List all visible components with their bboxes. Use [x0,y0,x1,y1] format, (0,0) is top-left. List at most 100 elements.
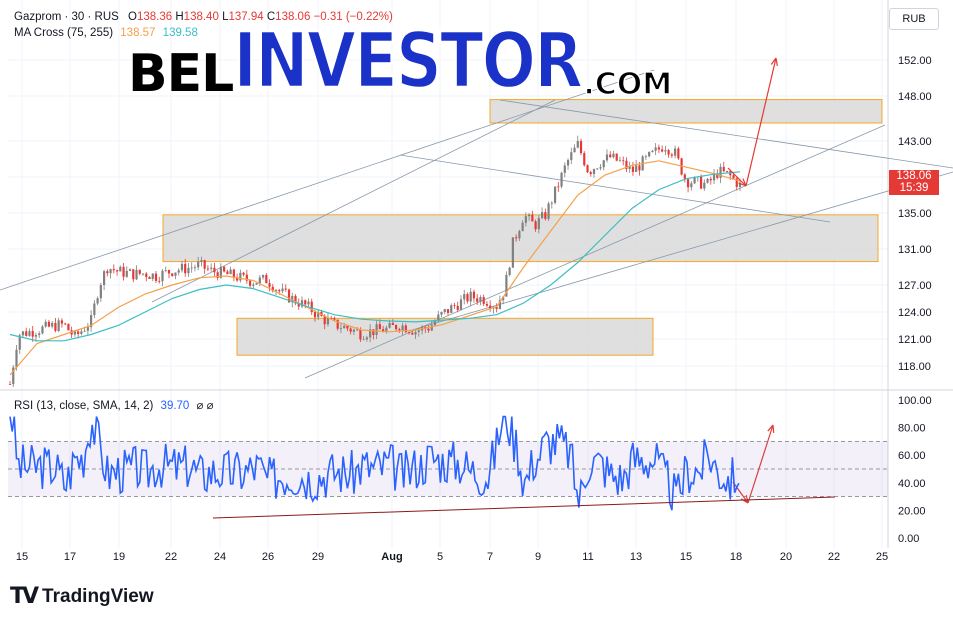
candle-body [193,267,197,269]
candle-body [427,328,430,331]
rsi-arrow-up [747,424,774,504]
candle-body [615,153,618,161]
candle-body [463,294,466,300]
candle-body [722,166,725,172]
ma-legend[interactable]: MA Cross (75, 255) 138.57 139.58 [14,27,198,39]
candle-body [540,212,544,219]
change-value: −0.31 (−0.22%) [313,11,393,23]
rsi-trend-line [212,496,836,519]
candle-body [93,303,96,316]
candle-body [18,335,21,350]
candle-body [528,214,531,217]
candle-body [51,322,54,327]
candle-body [644,156,648,158]
candle-body [99,284,102,299]
price-tick-label: 143.00 [898,136,932,148]
candle-body [498,300,502,309]
time-tick-label: 19 [113,551,125,563]
candle-body [502,296,505,301]
candle-body [106,271,109,274]
time-tick-label: 15 [16,551,28,563]
candle-body [330,318,333,319]
rsi-tick-label: 60.00 [898,450,926,462]
time-tick-label: 11 [582,551,593,563]
candle-body [537,218,540,230]
candle-body [443,309,446,313]
candle-body [12,367,15,385]
candle-body [365,337,368,340]
currency-button[interactable]: RUB [889,8,939,30]
time-tick-label: 22 [828,551,840,563]
candle-body [281,288,284,292]
candle-body [560,172,563,187]
candle-body [245,274,248,281]
candle-body [261,275,265,278]
price-tick-label: 121.00 [898,334,932,346]
candle-body [489,305,492,309]
candle-body [596,168,599,170]
candle-body [677,148,680,159]
candle-body [469,291,472,302]
candle-body [197,261,200,268]
candle-body [236,277,239,281]
candle-body [86,327,89,331]
candle-body [339,328,343,330]
last-price-tag: 138.06 15:39 [889,170,939,195]
candle-body [466,294,469,302]
high-label: H [175,11,184,23]
trend-line [304,124,886,379]
tradingview-mark-icon: TV [10,584,39,609]
candle-body [437,314,440,322]
rsi-tick-label: 0.00 [898,533,919,545]
candle-body [661,149,664,152]
candle-body [41,326,44,334]
candle-body [378,324,381,330]
candle-body [579,140,583,154]
candle-body [703,182,706,189]
candle-body [271,286,274,292]
candle-body [618,160,622,162]
time-tick-label: 9 [535,551,541,563]
candle-body [472,291,476,299]
candle-body [495,307,498,309]
candle-body [343,325,346,329]
candle-body [725,171,729,172]
time-tick-label: 22 [165,551,177,563]
candle-body [184,263,187,274]
candle-body [284,288,287,290]
trend-line [411,171,953,331]
candle-body [28,331,31,336]
candle-body [518,231,521,239]
candle-body [638,165,641,171]
tradingview-logo[interactable]: TV TradingView [10,584,154,609]
candles [8,135,742,387]
candle-body [34,335,38,337]
time-tick-label: 25 [876,551,888,563]
bar-countdown: 15:39 [899,182,929,194]
candle-body [60,320,64,324]
candle-body [83,330,86,332]
candle-body [628,166,631,169]
candle-body [349,328,352,332]
time-tick-label: 17 [64,551,76,563]
candle-body [612,153,615,158]
candle-body [213,267,216,273]
candle-body [44,321,47,327]
candle-body [433,321,437,326]
visibility-icons[interactable]: ⌀ ⌀ [196,400,214,412]
candle-body [544,212,547,219]
symbol-header[interactable]: Gazprom · 30 · RUS O138.36 H138.40 L137.… [14,11,393,23]
candle-body [115,270,119,272]
trend-line [151,99,556,303]
candle-body [602,160,605,168]
candle-body [456,305,459,310]
candle-body [430,325,433,331]
candle-body [167,270,171,274]
candle-body [388,322,391,328]
candle-body [15,349,18,368]
rsi-legend[interactable]: RSI (13, close, SMA, 14, 2) 39.70 ⌀ ⌀ [14,398,214,412]
candle-body [557,186,560,188]
candle-body [599,167,602,169]
candle-body [369,329,372,338]
